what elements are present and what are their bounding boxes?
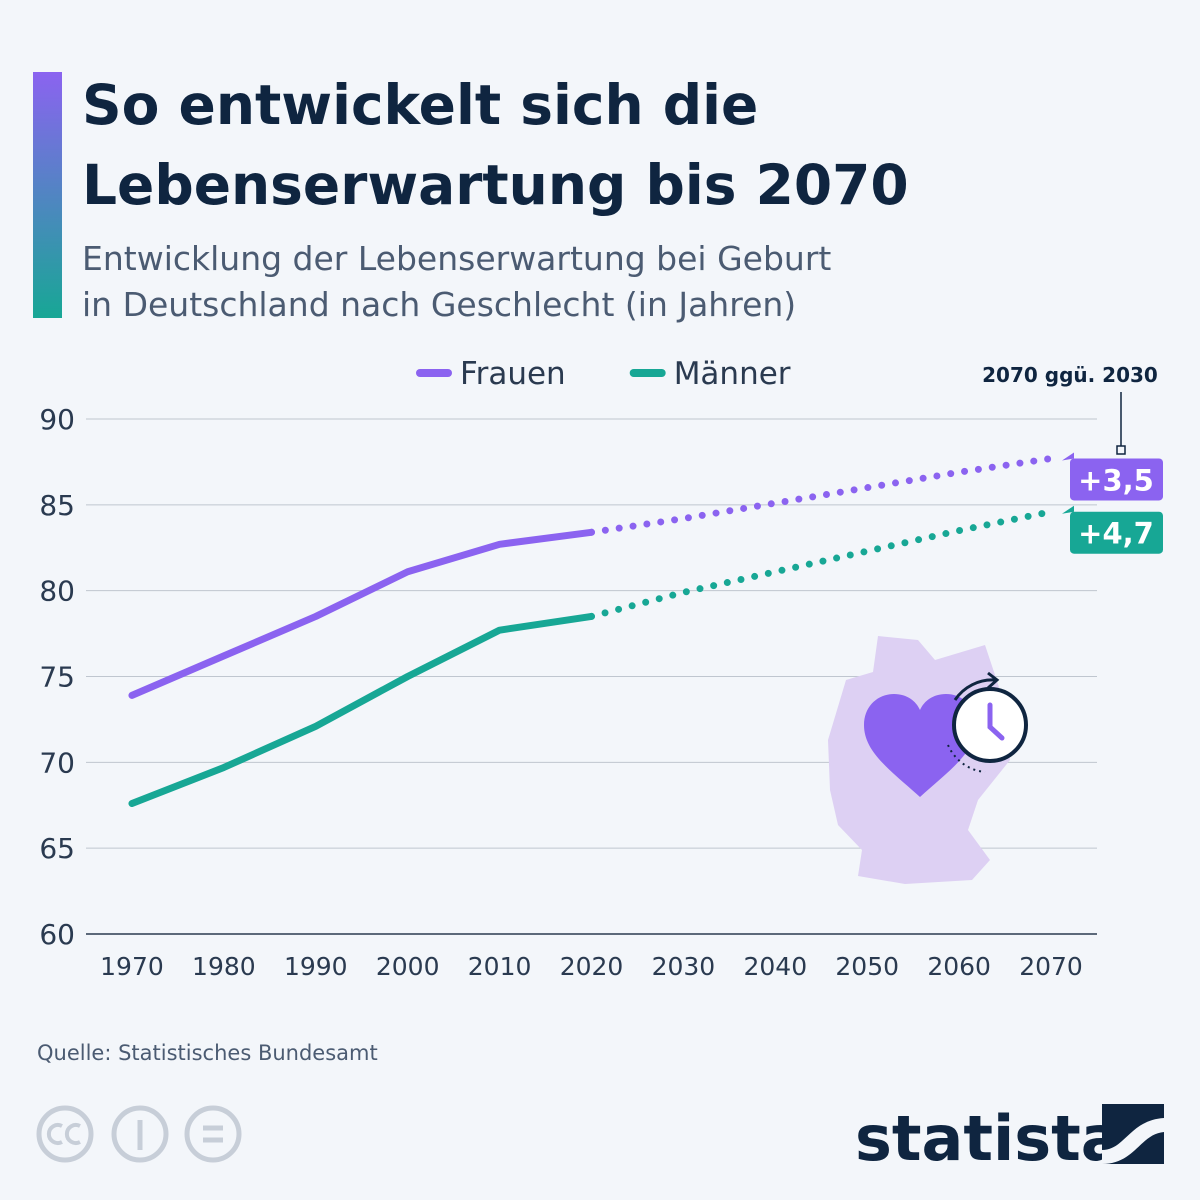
x-tick-label: 1990	[284, 952, 348, 981]
y-tick-label: 60	[39, 918, 75, 951]
chart-subtitle: Entwicklung der Lebenserwartung bei Gebu…	[82, 239, 831, 278]
clock-arrow-head	[987, 671, 1000, 690]
change-label: +4,7	[1078, 517, 1154, 551]
brand-logo	[1102, 1104, 1164, 1164]
cc-icon	[36, 1105, 94, 1163]
x-tick-label: 1970	[100, 952, 164, 981]
x-tick-label: 1980	[192, 952, 256, 981]
change-title: 2070 ggü. 2030	[982, 363, 1158, 387]
change-badge	[1070, 511, 1163, 554]
accent-bar	[33, 72, 62, 318]
change-label: +3,5	[1078, 463, 1154, 497]
x-tick-label: 2020	[560, 952, 624, 981]
clock-arrow	[953, 678, 996, 701]
line-series	[128, 528, 595, 699]
nd-sign	[203, 1125, 223, 1143]
annotation-marker	[1116, 445, 1126, 455]
source: Quelle: Statistisches Bundesamt	[37, 1041, 378, 1065]
y-tick-label: 80	[39, 575, 75, 608]
x-tick-label: 2050	[835, 952, 899, 981]
line-projection	[588, 454, 1055, 536]
heart-icon	[864, 694, 976, 797]
chart-subtitle: in Deutschland nach Geschlecht (in Jahre…	[82, 285, 796, 324]
x-tick-label: 2030	[652, 952, 716, 981]
change-badge	[1062, 505, 1074, 514]
chart-title: Lebenserwartung bis 2070	[82, 153, 909, 217]
x-tick-label: 2070	[1019, 952, 1083, 981]
clock-dots	[947, 744, 986, 773]
change-badge	[1062, 452, 1074, 461]
brand: statista	[855, 1102, 1123, 1175]
legend-label: Männer	[674, 356, 791, 392]
y-tick-label: 90	[39, 403, 75, 436]
y-tick-label: 85	[39, 489, 75, 522]
y-tick-label: 75	[39, 661, 75, 694]
change-badge	[1070, 458, 1163, 501]
license-icons	[36, 1105, 242, 1163]
nd-icon	[184, 1105, 242, 1163]
y-tick-label: 65	[39, 832, 75, 865]
x-tick-label: 2040	[744, 952, 808, 981]
by-icon	[111, 1105, 169, 1163]
line-series	[128, 612, 595, 808]
x-tick-label: 2010	[468, 952, 532, 981]
x-tick-label: 2000	[376, 952, 440, 981]
x-tick-label: 2060	[927, 952, 991, 981]
clock-hands	[987, 702, 1005, 741]
legend-label: Frauen	[460, 356, 566, 392]
cc-sign	[46, 1123, 81, 1145]
brand-logo-swoosh	[1102, 1118, 1164, 1164]
y-tick-label: 70	[39, 746, 75, 779]
chart-title: So entwickelt sich die	[82, 73, 758, 137]
illustration	[828, 636, 1028, 884]
plot: +3,5 +4,7	[128, 452, 1163, 808]
grid: 60 65 70 75 80 85 90 1970 1980 1990 2000 2010 2020 20…	[39, 403, 1097, 981]
line-projection	[588, 508, 1055, 620]
